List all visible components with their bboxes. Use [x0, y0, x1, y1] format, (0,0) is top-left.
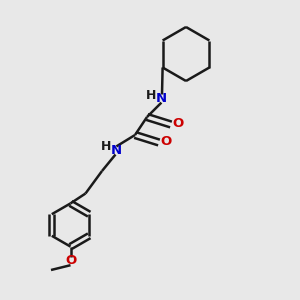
Text: O: O	[172, 117, 183, 130]
Text: O: O	[160, 135, 171, 148]
Text: O: O	[65, 254, 76, 267]
Text: N: N	[111, 143, 122, 157]
Text: H: H	[146, 88, 156, 102]
Text: H: H	[100, 140, 111, 154]
Text: N: N	[156, 92, 167, 105]
